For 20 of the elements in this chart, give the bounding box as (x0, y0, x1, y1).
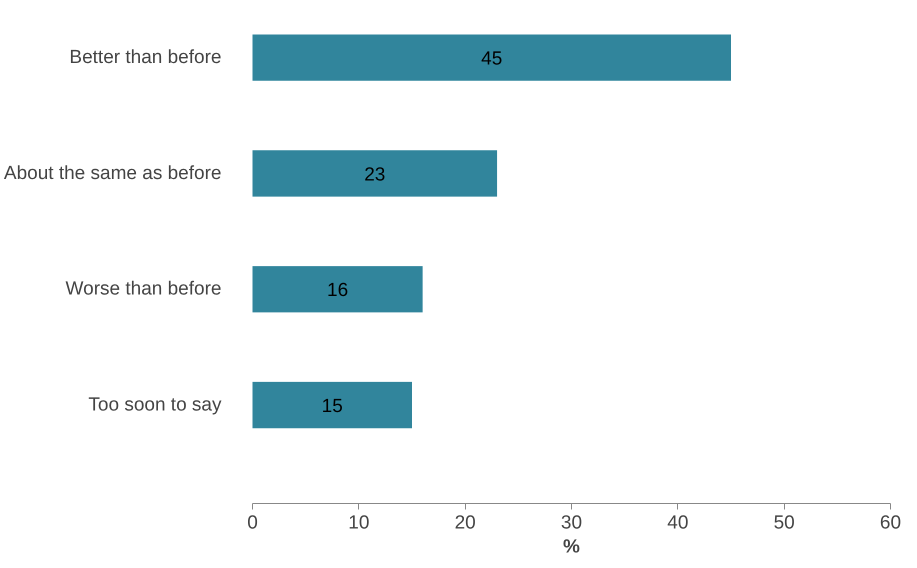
bar (252, 150, 498, 197)
x-tick-label: 40 (667, 512, 688, 534)
x-tick-label: 30 (560, 512, 582, 534)
x-tick-label: 20 (454, 512, 476, 534)
bar (252, 34, 731, 81)
bar (252, 382, 412, 428)
y-tick-label: Worse than before (66, 278, 222, 300)
x-tick-label: 60 (880, 512, 902, 534)
y-tick-label: About the same as before (4, 162, 222, 184)
data-label: 45 (481, 48, 502, 70)
x-tick-label: 0 (247, 512, 258, 534)
bar (252, 266, 423, 312)
x-tick-label: 50 (774, 512, 795, 534)
data-label: 23 (364, 164, 386, 186)
data-label: 16 (327, 280, 348, 302)
y-tick-label: Too soon to say (88, 394, 222, 416)
x-tick-label: 10 (348, 512, 370, 534)
y-tick-label: Better than before (69, 47, 222, 68)
x-axis-title: % (563, 536, 580, 558)
data-label: 15 (322, 396, 343, 418)
